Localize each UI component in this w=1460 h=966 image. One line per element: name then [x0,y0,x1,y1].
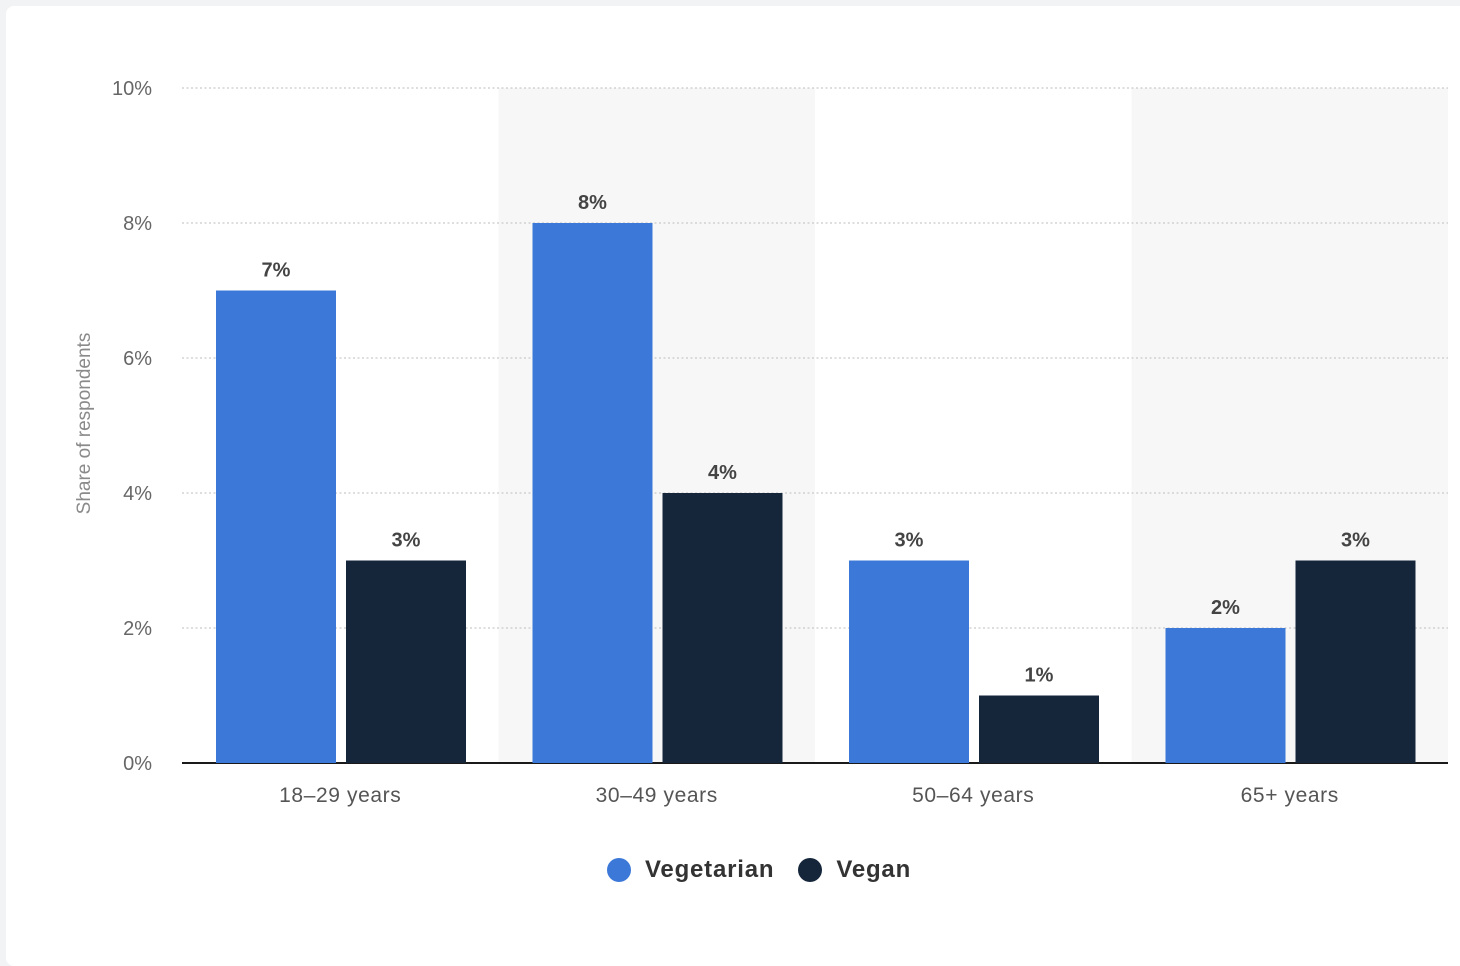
data-label-vegan-1: 4% [708,462,737,484]
legend-item-vegetarian[interactable]: Vegetarian [606,856,775,884]
y-axis-title: Share of respondents [74,333,95,515]
legend-item-vegan[interactable]: Vegan [798,856,911,884]
chart-legend: Vegetarian Vegan [0,856,1460,884]
data-label-vegan-0: 3% [392,530,421,552]
bar-vegan-2 [979,695,1099,763]
data-label-vegetarian-0: 7% [262,260,291,282]
bar-vegetarian-2 [849,560,969,763]
data-label-vegan-3: 3% [1341,530,1370,552]
bar-vegan-0 [346,560,466,763]
x-tick-label: 30–49 years [596,784,718,807]
data-label-vegetarian-2: 3% [895,530,924,552]
bar-vegetarian-3 [1165,628,1286,763]
data-label-vegetarian-1: 8% [578,192,607,214]
y-tick-label: 8% [123,213,152,235]
data-label-vegetarian-3: 2% [1211,597,1240,619]
x-tick-label: 18–29 years [279,784,401,807]
bar-vegan-1 [662,493,783,763]
y-tick-label: 10% [112,78,152,100]
legend-label-vegan: Vegan [836,856,912,883]
x-tick-label: 65+ years [1241,784,1339,807]
legend-swatch-vegetarian [606,858,631,882]
bar-vegan-3 [1295,560,1416,763]
y-tick-label: 4% [123,483,152,505]
bar-vegetarian-1 [532,223,653,763]
y-tick-label: 2% [123,618,152,640]
y-tick-label: 0% [123,753,152,775]
y-tick-label: 6% [123,348,152,370]
legend-swatch-vegan [798,858,823,882]
legend-label-vegetarian: Vegetarian [644,856,775,883]
bar-vegetarian-0 [216,290,336,763]
x-tick-label: 50–64 years [912,784,1034,807]
data-label-vegan-2: 1% [1025,665,1054,687]
